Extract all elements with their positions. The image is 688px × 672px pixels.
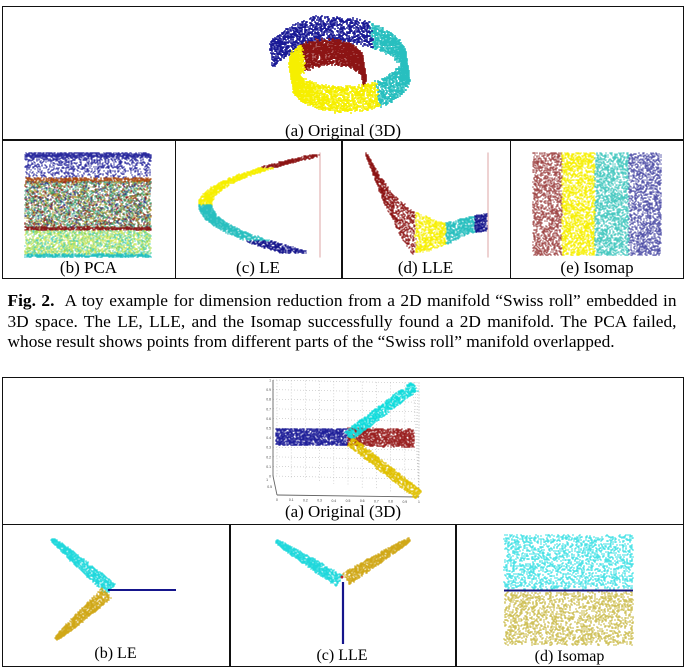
- svg-text:0: 0: [276, 498, 278, 502]
- svg-text:0.1: 0.1: [289, 498, 294, 502]
- svg-text:1: 1: [418, 500, 420, 504]
- svg-text:0.9: 0.9: [402, 500, 407, 504]
- svg-text:1: 1: [266, 478, 268, 482]
- svg-text:1: 1: [269, 379, 271, 383]
- svg-text:0.7: 0.7: [266, 407, 271, 411]
- svg-text:0.6: 0.6: [360, 499, 365, 503]
- svg-text:0.8: 0.8: [388, 500, 393, 504]
- svg-text:0.1: 0.1: [266, 465, 271, 469]
- svg-text:0.2: 0.2: [266, 455, 271, 459]
- svg-text:0.6: 0.6: [266, 417, 271, 421]
- svg-text:0.9: 0.9: [266, 388, 271, 392]
- svg-text:0.2: 0.2: [303, 498, 308, 502]
- svg-text:0.7: 0.7: [374, 499, 379, 503]
- svg-text:0.3: 0.3: [266, 446, 271, 450]
- svg-text:0.4: 0.4: [266, 436, 271, 440]
- svg-text:0.5: 0.5: [266, 427, 271, 431]
- svg-text:0.5: 0.5: [346, 499, 351, 503]
- svg-text:0.4: 0.4: [331, 499, 336, 503]
- svg-text:0: 0: [269, 475, 271, 479]
- svg-text:0.8: 0.8: [266, 398, 271, 402]
- svg-text:0.3: 0.3: [317, 499, 322, 503]
- svg-text:0.5: 0.5: [267, 485, 272, 489]
